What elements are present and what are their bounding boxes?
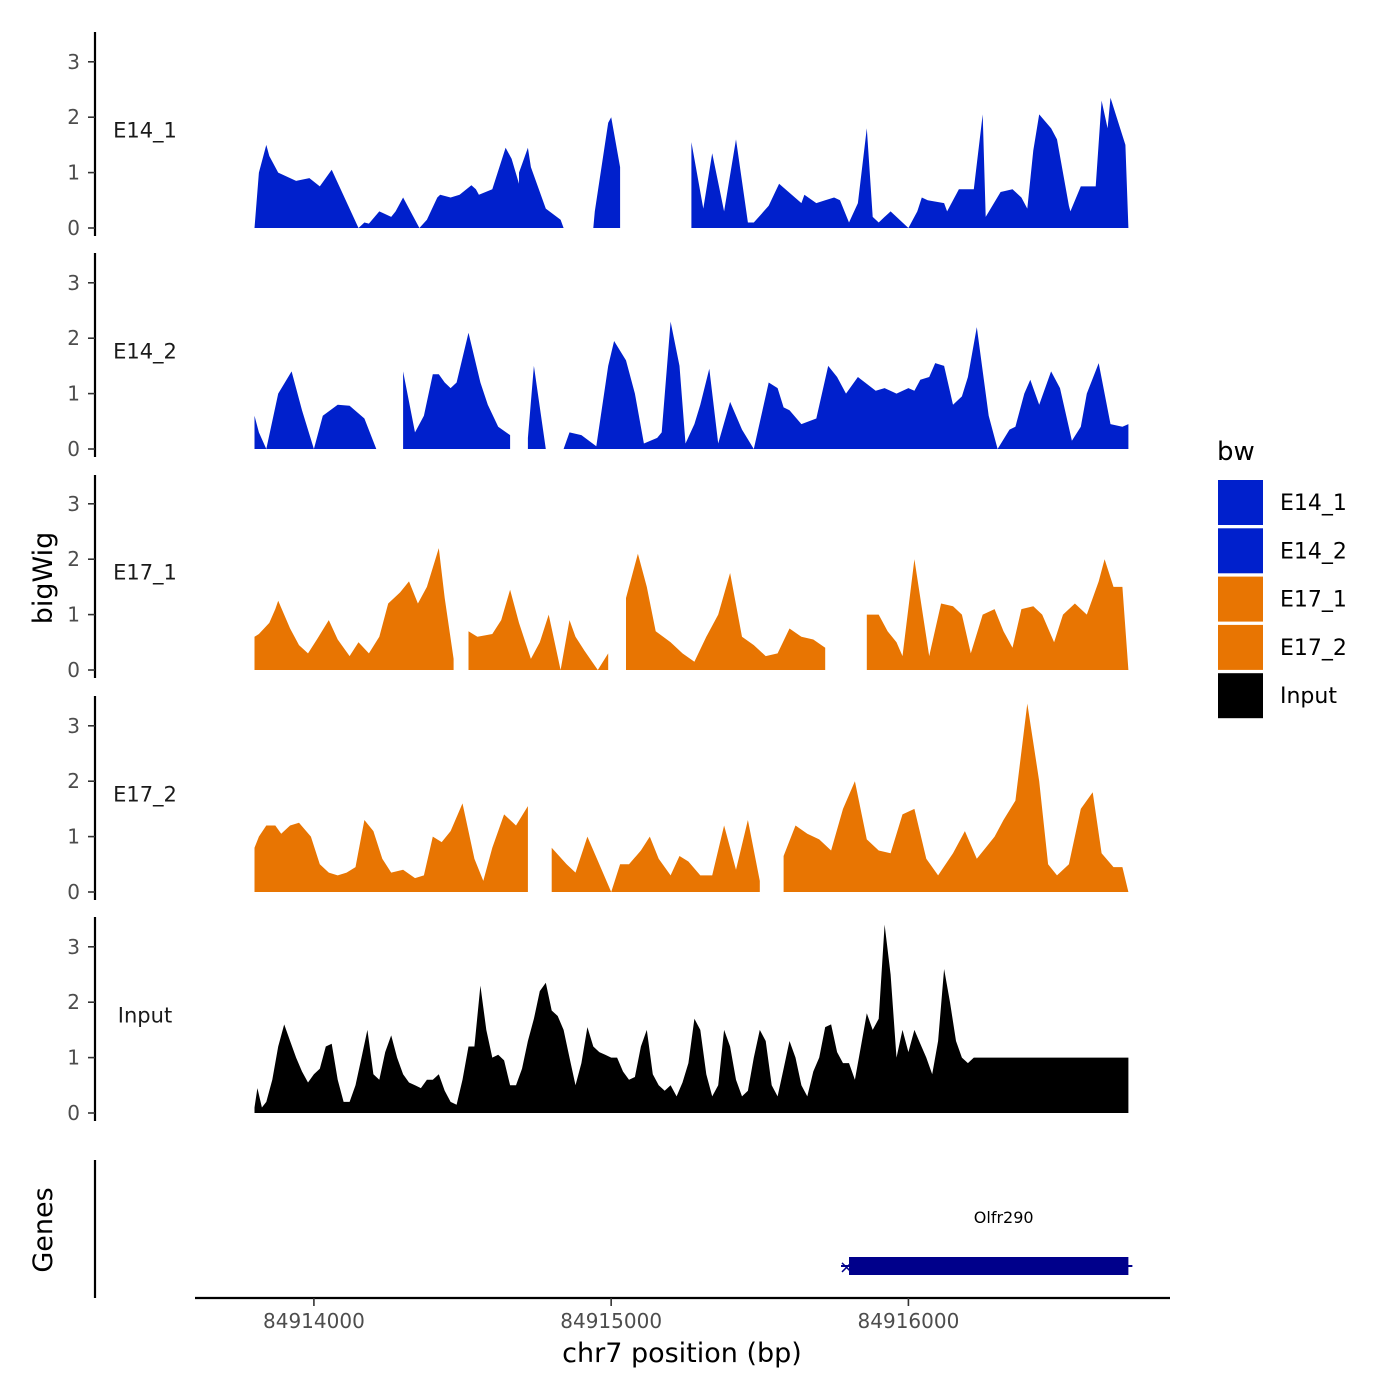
track-e17-2: 0 1 2 3 E17_2 [67,696,1129,904]
legend-label: E17_2 [1280,636,1347,661]
area-e17-1 [254,548,1129,670]
legend-swatch [1218,576,1263,622]
y-axis-title: bigWig [28,532,59,625]
y-tick-label: 1 [67,1046,80,1070]
legend-label: E17_1 [1280,588,1347,613]
y-tick-label: 1 [67,161,80,185]
y-tick-label: 3 [67,935,80,959]
legend-entry-input: Input [1218,673,1337,719]
gene-start-marker: × [839,1257,854,1278]
track-label: E17_1 [113,561,177,586]
y-tick-label: 0 [67,880,80,904]
y-tick-label: 1 [67,382,80,406]
y-tick-label: 0 [67,437,80,461]
track-e14-1: 0 1 2 3 E14_1 [67,32,1129,240]
legend-swatch [1218,528,1263,574]
legend-label: Input [1280,684,1337,709]
genes-axis-title: Genes [28,1187,59,1272]
area-e17-2 [254,703,1129,892]
y-tick-label: 1 [67,603,80,627]
x-tick-label: 84916000 [858,1309,960,1333]
track-label: E14_2 [113,340,177,365]
gene-label: Olfr290 [974,1208,1034,1227]
y-tick-label: 3 [67,50,80,74]
y-tick-label: 2 [67,105,80,129]
legend: bw E14_1 E14_2 E17_1 E17_2 Input [1217,437,1347,719]
y-tick-label: 2 [67,547,80,571]
gene-olfr290: × Olfr290 [839,1208,1133,1278]
x-tick-label: 84915000 [560,1309,662,1333]
legend-swatch [1218,624,1263,670]
track-label: E17_2 [113,783,177,808]
track-e17-1: 0 1 2 3 E17_1 [67,475,1129,682]
legend-swatch [1218,673,1263,719]
x-axis-title: chr7 position (bp) [562,1338,802,1369]
track-label: E14_1 [113,119,177,144]
area-e14-1 [254,97,1129,228]
y-tick-label: 0 [67,1101,80,1125]
y-tick-label: 3 [67,271,80,295]
y-tick-label: 3 [67,714,80,738]
signal-tracks: 0 1 2 3 E14_1 0 1 2 3 E14_2 0 1 2 3 E17_1 0 1 2 3 E17_2 0 1 2 3… [67,32,1129,1125]
gene-panel: × Olfr290 [93,1160,1133,1298]
legend-entry-e14-2: E14_2 [1218,528,1347,574]
legend-entry-e14-1: E14_1 [1218,480,1347,525]
track-label: Input [118,1004,172,1028]
track-e14-2: 0 1 2 3 E14_2 [67,253,1129,461]
y-tick-label: 3 [67,492,80,516]
legend-label: E14_2 [1280,539,1347,564]
x-tick-label: 84914000 [263,1309,365,1333]
y-tick-label: 0 [67,216,80,240]
y-tick-label: 2 [67,769,80,793]
x-axis: 84914000 84915000 84916000 [195,1296,1170,1333]
y-tick-label: 0 [67,658,80,682]
legend-entry-e17-1: E17_1 [1218,576,1347,622]
y-tick-label: 2 [67,326,80,350]
y-tick-label: 2 [67,990,80,1014]
track-input: 0 1 2 3 Input [67,917,1129,1125]
legend-title: bw [1217,437,1255,467]
legend-entry-e17-2: E17_2 [1218,624,1347,670]
legend-label: E14_1 [1280,491,1347,516]
area-input [254,924,1129,1113]
area-e14-2 [254,321,1129,449]
y-tick-label: 1 [67,825,80,849]
legend-swatch [1218,480,1263,525]
